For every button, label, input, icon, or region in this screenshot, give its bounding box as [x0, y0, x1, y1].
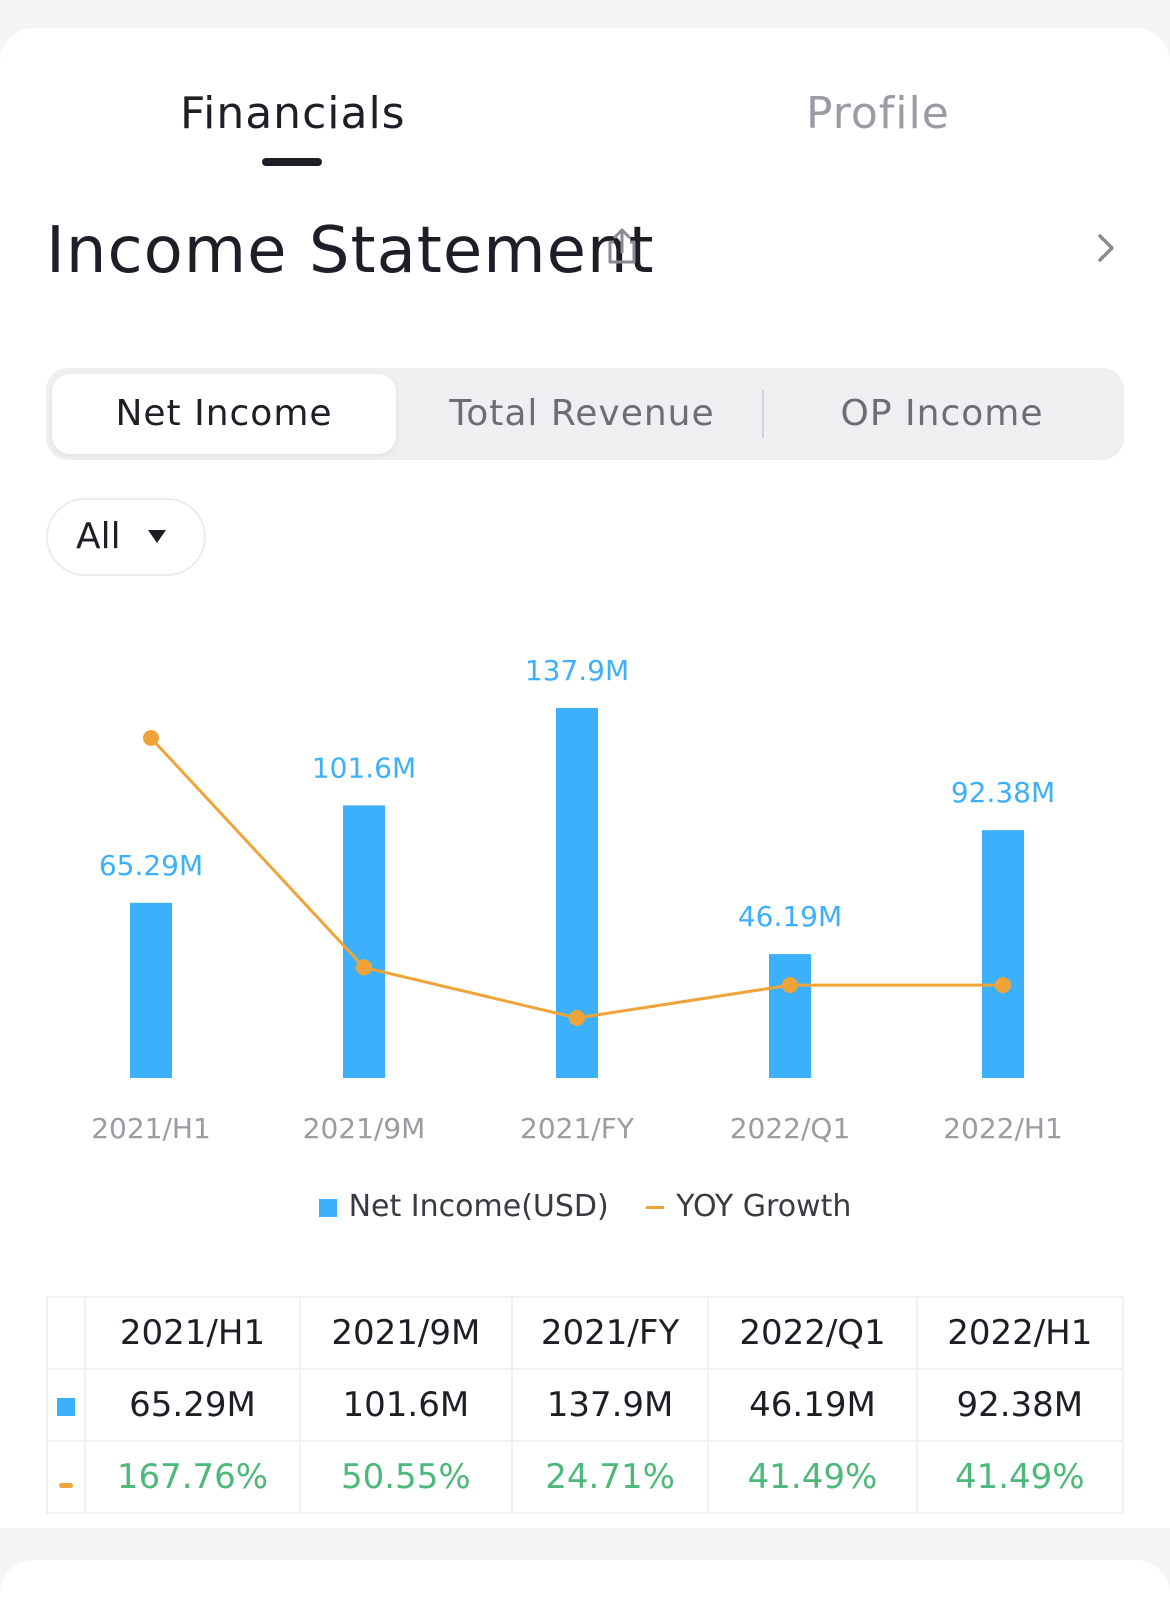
yoy-growth-swatch: [59, 1483, 73, 1488]
section-title: Income Statement: [46, 214, 655, 288]
legend-item-net-income[interactable]: Net Income(USD): [318, 1189, 609, 1224]
income-card: Financials Profile Income Statement Net …: [0, 28, 1170, 1528]
top-tabs: Financials Profile: [0, 28, 1170, 198]
period-filter-label: All: [76, 516, 121, 557]
caret-down-icon: [148, 530, 166, 543]
table-cell-growth: 167.76%: [84, 1440, 301, 1514]
bar-2021-9m: [343, 805, 385, 1078]
bar-value-label: 46.19M: [738, 900, 842, 933]
segment-total-revenue[interactable]: Total Revenue: [449, 393, 715, 434]
x-tick-label: 2021/FY: [520, 1112, 635, 1145]
chevron-right-icon[interactable]: [1088, 230, 1124, 266]
table-cell-growth: 41.49%: [707, 1440, 918, 1514]
legend-bar-swatch: [318, 1198, 337, 1217]
yoy-growth-point: [143, 730, 159, 746]
financial-table: 2021/H1 2021/9M 2021/FY 2022/Q1 2022/H1 …: [46, 1296, 1125, 1514]
bar-2022-h1: [982, 830, 1024, 1078]
table-row-marker: [46, 1440, 86, 1514]
table-corner-cell: [46, 1296, 86, 1370]
tab-financials[interactable]: Financials: [180, 88, 406, 139]
x-tick-label: 2021/H1: [91, 1112, 211, 1145]
x-tick-label: 2022/H1: [943, 1112, 1063, 1145]
bar-2021-h1: [130, 902, 172, 1078]
table-header-cell: 2021/FY: [510, 1296, 710, 1370]
chart-legend: Net Income(USD) YOY Growth: [0, 1188, 1170, 1238]
table-cell-value: 101.6M: [298, 1368, 513, 1442]
yoy-growth-point: [995, 977, 1011, 994]
table-header-cell: 2021/H1: [84, 1296, 301, 1370]
segment-net-income[interactable]: Net Income: [52, 374, 396, 454]
table-cell-value: 137.9M: [510, 1368, 710, 1442]
bar-value-label: 101.6M: [312, 751, 416, 784]
table-row-net-income: 65.29M 101.6M 137.9M 46.19M 92.38M: [46, 1368, 1125, 1442]
legend-label-yoy-growth: YOY Growth: [676, 1189, 852, 1224]
table-header-cell: 2022/H1: [915, 1296, 1125, 1370]
segment-op-income[interactable]: OP Income: [840, 393, 1044, 434]
bar-value-label: 92.38M: [951, 776, 1055, 809]
table-header-cell: 2021/9M: [298, 1296, 513, 1370]
x-tick-label: 2021/9M: [303, 1112, 426, 1145]
legend-item-yoy-growth[interactable]: YOY Growth: [646, 1189, 851, 1224]
table-cell-growth: 50.55%: [298, 1440, 513, 1514]
bar-2022-q1: [769, 954, 811, 1078]
table-row-marker: [46, 1368, 86, 1442]
net-income-chart: 65.29M 2021/H1 101.6M 2021/9M 137.9M 2021/FY 4…: [91, 654, 1063, 1145]
active-tab-indicator: [262, 158, 322, 166]
legend-label-net-income: Net Income(USD): [348, 1189, 609, 1224]
yoy-growth-point: [356, 959, 372, 976]
yoy-growth-point: [569, 1010, 585, 1026]
metric-switcher: Net Income Total Revenue OP Income: [46, 368, 1124, 460]
yoy-growth-point: [782, 977, 798, 994]
net-income-swatch: [57, 1398, 75, 1416]
tab-profile[interactable]: Profile: [806, 88, 950, 139]
share-icon[interactable]: [600, 224, 644, 268]
table-cell-value: 92.38M: [915, 1368, 1125, 1442]
table-cell-value: 65.29M: [84, 1368, 301, 1442]
period-filter-dropdown[interactable]: All: [46, 498, 206, 576]
table-header-cell: 2022/Q1: [707, 1296, 918, 1370]
x-tick-label: 2022/Q1: [730, 1112, 851, 1145]
table-header-row: 2021/H1 2021/9M 2021/FY 2022/Q1 2022/H1: [46, 1296, 1125, 1370]
next-card: [0, 1560, 1170, 1618]
segment-divider: [762, 390, 764, 438]
bar-value-label: 65.29M: [99, 849, 203, 882]
table-cell-value: 46.19M: [707, 1368, 918, 1442]
bar-value-label: 137.9M: [525, 654, 629, 687]
table-cell-growth: 41.49%: [915, 1440, 1125, 1514]
table-row-yoy-growth: 167.76% 50.55% 24.71% 41.49% 41.49%: [46, 1440, 1125, 1514]
table-cell-growth: 24.71%: [510, 1440, 710, 1514]
legend-line-swatch: [646, 1206, 665, 1209]
